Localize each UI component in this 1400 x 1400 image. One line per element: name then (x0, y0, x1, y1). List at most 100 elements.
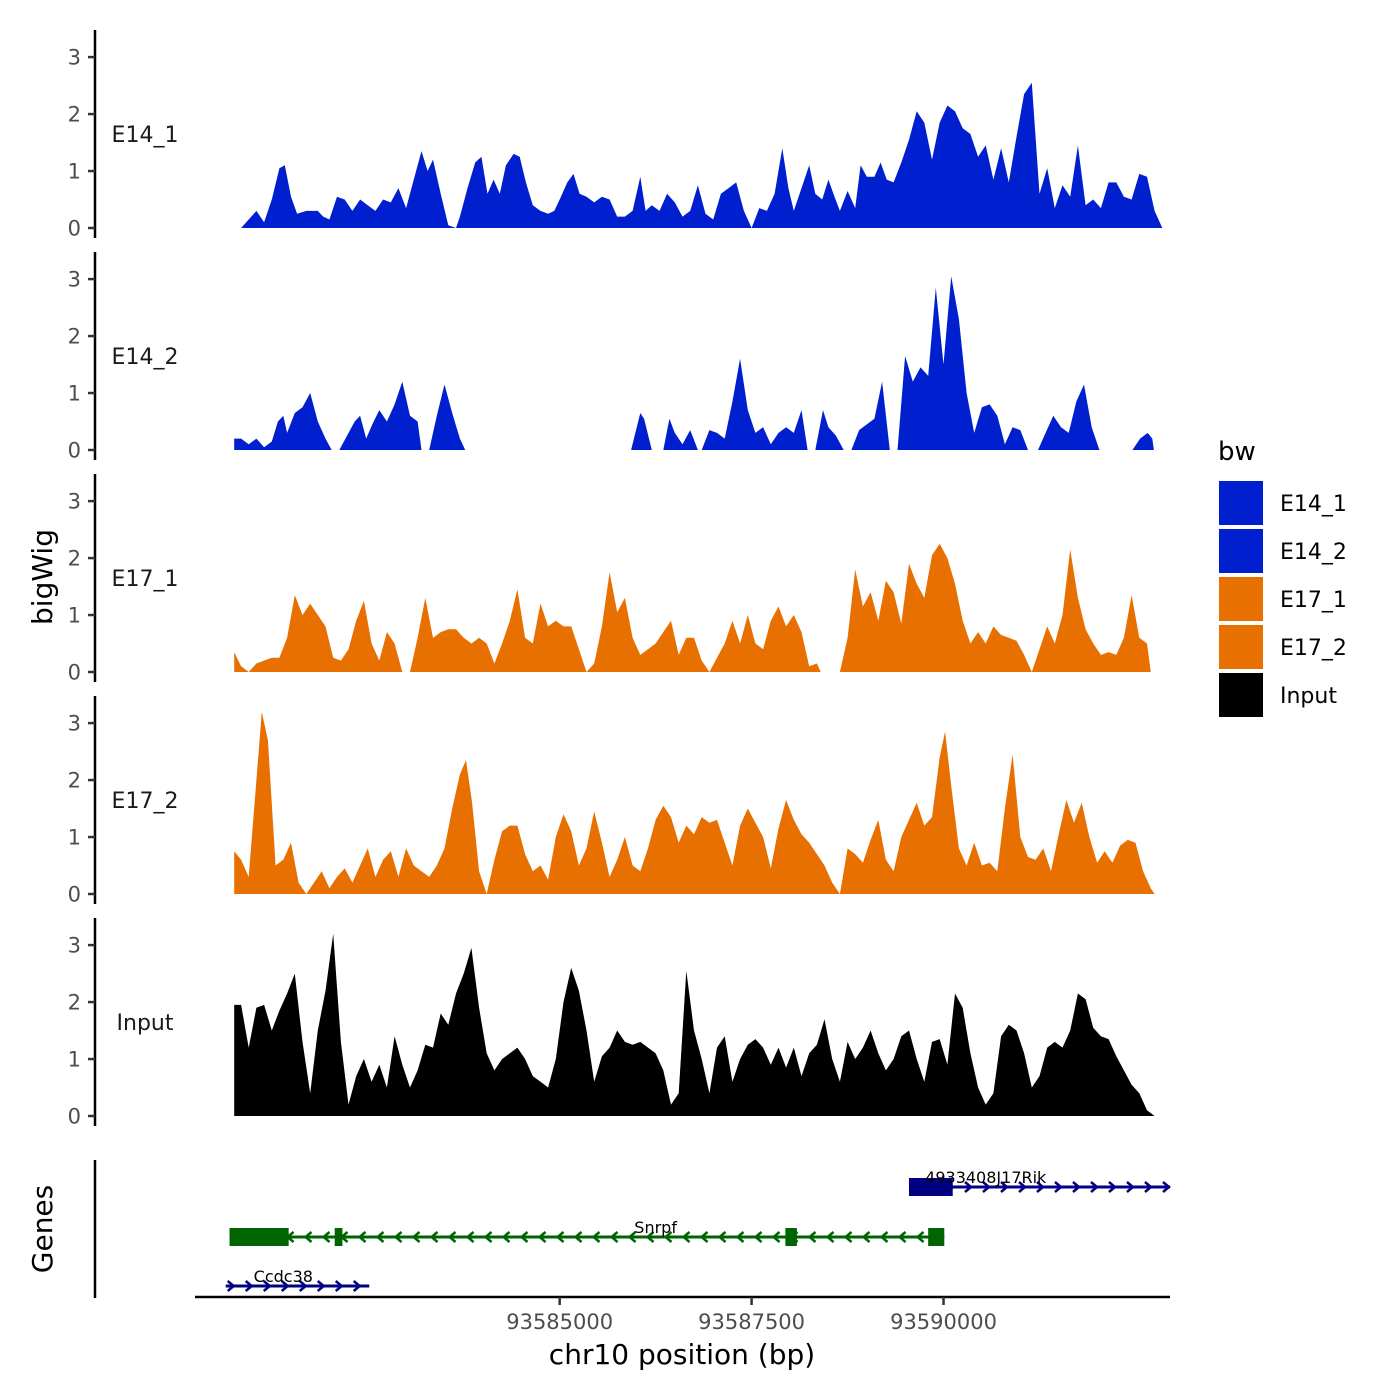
gene-exon (785, 1228, 797, 1246)
legend-entry-e14-2: E14_2 (1219, 529, 1347, 573)
x-tick-label: 93585000 (506, 1310, 613, 1334)
gene-ccdc38: Ccdc38 (225, 1267, 370, 1292)
strand-arrow (735, 1231, 745, 1243)
y-tick-label: 3 (68, 268, 81, 292)
strand-arrow (771, 1231, 781, 1243)
legend-swatch (1219, 481, 1263, 525)
strand-arrow (1054, 1181, 1063, 1193)
genes-axis-title: Genes (26, 1185, 59, 1273)
y-tick-label: 1 (68, 604, 81, 628)
strand-arrow (1018, 1181, 1027, 1193)
strand-arrow (627, 1231, 637, 1243)
legend-entry-e14-1: E14_1 (1219, 481, 1347, 525)
gene-label: Snrpf (634, 1218, 677, 1237)
strand-arrow (321, 1231, 331, 1243)
strand-arrow (537, 1231, 547, 1243)
signal-area (234, 276, 1154, 450)
gene-exon (908, 1178, 953, 1196)
strand-arrow (393, 1231, 403, 1243)
legend-label: E17_1 (1280, 588, 1347, 613)
legend-entry-e17-2: E17_2 (1219, 625, 1347, 669)
strand-arrow (861, 1231, 871, 1243)
gene-exon (334, 1228, 343, 1246)
y-tick-label: 2 (68, 325, 81, 349)
legend-label: E14_2 (1280, 540, 1347, 565)
strand-arrow (375, 1231, 385, 1243)
strand-arrow (447, 1231, 457, 1243)
strand-arrow (429, 1231, 439, 1243)
strand-arrow (573, 1231, 583, 1243)
strand-arrow (717, 1231, 727, 1243)
track-e14-1: 0 1 2 3 E14_1 (68, 30, 1163, 241)
legend-entry-input: Input (1219, 673, 1337, 717)
strand-arrow (591, 1231, 601, 1243)
legend: bw E14_1 E14_2 E17_1 E17_2 Input (1218, 437, 1347, 717)
gene-snrpf: Snrpf (229, 1218, 945, 1246)
strand-arrow (1126, 1181, 1135, 1193)
legend-title: bw (1218, 437, 1256, 467)
track-label: E17_1 (112, 567, 179, 592)
strand-arrow (1000, 1181, 1009, 1193)
strand-arrow (262, 1280, 272, 1292)
y-tick-label: 3 (68, 490, 81, 514)
strand-arrow (645, 1231, 655, 1243)
strand-arrow (303, 1231, 313, 1243)
legend-swatch (1219, 673, 1263, 717)
track-e17-2: 0 1 2 3 E17_2 (68, 696, 1155, 907)
y-tick-label: 1 (68, 1048, 81, 1072)
legend-swatch (1219, 577, 1263, 621)
y-tick-label: 3 (68, 46, 81, 70)
x-tick-label: 93587500 (698, 1310, 805, 1334)
strand-arrow (519, 1231, 529, 1243)
y-tick-label: 2 (68, 991, 81, 1015)
y-tick-label: 2 (68, 103, 81, 127)
signal-tracks: 0 1 2 3 E14_1 0 1 2 3 E14_2 0 1 2 3 E17_1 0 1 2 3 E17_2 0 1 2 3… (68, 30, 1163, 1129)
strand-arrow (1162, 1181, 1171, 1193)
strand-arrow (352, 1280, 362, 1292)
strand-arrow (663, 1231, 673, 1243)
strand-arrow (825, 1231, 835, 1243)
strand-arrow (681, 1231, 691, 1243)
strand-arrow (298, 1280, 308, 1292)
y-tick-label: 0 (68, 661, 81, 685)
strand-arrow (1036, 1181, 1045, 1193)
signal-area (241, 82, 1163, 228)
track-label: E14_2 (112, 345, 179, 370)
strand-arrow (357, 1231, 367, 1243)
y-tick-label: 1 (68, 826, 81, 850)
signal-area (234, 543, 1151, 672)
strand-arrow (465, 1231, 475, 1243)
signal-area (234, 711, 1155, 894)
strand-arrow (1108, 1181, 1117, 1193)
track-label: E17_2 (112, 789, 179, 814)
y-axis-title: bigWig (26, 529, 59, 625)
track-e14-2: 0 1 2 3 E14_2 (68, 252, 1154, 463)
strand-arrow (807, 1231, 817, 1243)
legend-label: E14_1 (1280, 492, 1347, 517)
strand-arrow (843, 1231, 853, 1243)
track-input: 0 1 2 3 Input (68, 918, 1155, 1129)
y-tick-label: 2 (68, 547, 81, 571)
legend-label: Input (1280, 684, 1337, 709)
y-tick-label: 1 (68, 160, 81, 184)
strand-arrow (1072, 1181, 1081, 1193)
strand-arrow (244, 1280, 254, 1292)
legend-entry-e17-1: E17_1 (1219, 577, 1347, 621)
strand-arrow (964, 1181, 973, 1193)
gene-exon (928, 1228, 945, 1246)
gene-4933408j17rik: 4933408J17Rik (908, 1168, 1171, 1196)
y-tick-label: 0 (68, 883, 81, 907)
y-tick-label: 1 (68, 382, 81, 406)
y-tick-label: 0 (68, 1105, 81, 1129)
strand-arrow (226, 1280, 236, 1292)
strand-arrow (555, 1231, 565, 1243)
y-tick-label: 3 (68, 712, 81, 736)
gene-track: Genes 4933408J17Rik Snrpf Ccdc38 (26, 1160, 1171, 1298)
strand-arrow (1090, 1181, 1099, 1193)
y-tick-label: 0 (68, 217, 81, 241)
strand-arrow (316, 1280, 326, 1292)
x-tick-label: 93590000 (890, 1310, 997, 1334)
gene-label: Ccdc38 (254, 1267, 313, 1286)
track-e17-1: 0 1 2 3 E17_1 (68, 474, 1151, 685)
strand-arrow (879, 1231, 889, 1243)
